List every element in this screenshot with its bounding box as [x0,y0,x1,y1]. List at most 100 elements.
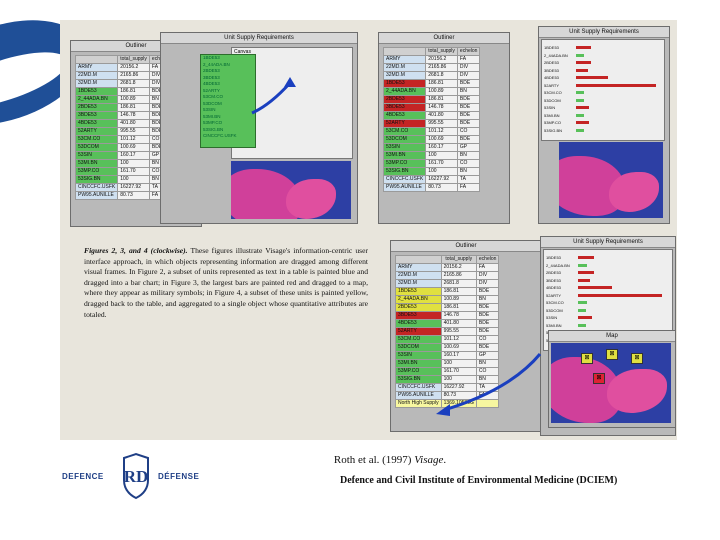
bar[interactable] [576,68,588,72]
table-row[interactable]: 53SIN 160.17 GP [395,351,500,360]
table-row[interactable]: 4BDE53 401.80 BDE [382,111,481,120]
table-row[interactable]: 53MP.CO 161.70 CO [382,159,481,168]
header-name[interactable] [382,47,427,56]
table-row[interactable]: 53CM.CO 101.12 CO [382,127,481,136]
table-row[interactable]: PW95.AUNILLE 80.73 FA [74,191,173,200]
table-row[interactable]: CINCCFC.USFK 16227.92 TA [382,175,481,184]
bar[interactable] [576,113,585,117]
table-row[interactable]: 53SIN 160.17 GP [382,143,481,152]
table-row[interactable]: 2_44ADA.BN 100.89 BN [395,295,500,304]
bar-label: 53MI.BN [544,112,560,118]
table-row[interactable]: 53MI.BN 100 BN [74,159,173,168]
list-item[interactable]: 2_44ADA.BN [203,61,230,67]
list-item[interactable]: 1BDE53 [203,55,220,60]
table-row[interactable]: 4BDE53 401.80 BDE [395,319,500,328]
table-row[interactable]: CINCCFC.USFK 16227.92 TA [395,383,500,392]
bar[interactable] [576,91,585,94]
cell-unit-name: 53CM.CO [382,127,427,136]
table-row[interactable]: 2_44ADA.BN 100.89 BN [382,87,481,96]
table-row[interactable]: ARMY 20156.2 FA [382,55,481,64]
table-row[interactable]: 52ARTY 995.55 BDE [382,119,481,128]
table-row[interactable]: 53MI.BN 100 BN [382,151,481,160]
bar[interactable] [576,128,585,132]
table-row[interactable]: 53SIG.BN 100 BN [74,175,173,184]
citation-authors: Roth et al. (1997) [333,454,415,466]
list-item[interactable]: 53SIN [203,107,216,112]
bar[interactable] [578,323,587,327]
bar[interactable] [576,76,609,79]
table-row[interactable]: 52ARTY 995.55 BDE [74,127,173,136]
table-row[interactable]: 53MP.CO 161.70 CO [395,367,500,376]
table-row[interactable]: 2BDE53 186.81 BDE [395,303,500,312]
list-item[interactable]: 53CM.CO [203,94,224,99]
bar[interactable] [576,106,589,109]
bar[interactable] [578,293,662,297]
bar[interactable] [578,271,594,274]
list-item[interactable]: CINCCFC.USFK [203,133,237,138]
header-name[interactable] [395,255,442,264]
table-row[interactable]: 3BDE53 146.78 BDE [74,111,173,120]
list-item[interactable]: 53MI.BN [203,113,221,119]
list-item[interactable]: 53DCOM [203,100,222,106]
bar[interactable] [576,83,656,87]
header-total-supply[interactable]: total_supply [117,55,150,64]
table-row[interactable]: 1BDE53 186.81 BDE [74,87,173,96]
table-row[interactable]: 53DCOM 100.69 BDE [382,135,481,144]
table-row[interactable]: 2BDE53 186.81 BDE [382,95,481,104]
table-row[interactable]: ARMY 20156.2 FA [74,63,173,72]
table-row[interactable]: 22MD.M 2165.86 DIV [382,63,481,72]
bar[interactable] [578,316,592,319]
header-echelon[interactable]: echelon [456,47,481,56]
table-row[interactable]: 53DCOM 100.69 BDE [74,143,173,152]
list-item[interactable]: 53MP.CO [203,120,223,125]
table-row[interactable]: 32MD.M 2681.8 DIV [74,79,173,88]
table-row[interactable]: 53CM.CO 101.12 CO [74,135,173,144]
list-item[interactable]: 52ARTY [203,87,220,93]
bar[interactable] [578,278,591,282]
bar[interactable] [578,308,587,312]
header-echelon[interactable]: echelon [475,255,500,264]
list-item[interactable]: 2BDE53 [203,68,220,73]
table-row[interactable]: 53CM.CO 101.12 CO [395,335,500,344]
table-row[interactable]: ARMY 20156.2 FA [395,263,500,272]
table-row[interactable]: 53SIG.BN 100 BN [382,167,481,176]
bar[interactable] [576,53,585,57]
bar[interactable] [576,121,589,124]
table-row[interactable]: 4BDE53 401.80 BDE [74,119,173,128]
bar[interactable] [578,263,587,267]
list-item[interactable]: 3BDE53 [203,74,220,80]
bar[interactable] [576,98,585,102]
aggregate-row[interactable]: North High Supply 1369.10530G [395,399,500,408]
bar[interactable] [578,301,587,304]
list-item[interactable]: 4BDE53 [203,81,220,86]
header-name[interactable] [74,55,119,64]
header-total-supply[interactable]: total_supply [425,47,458,56]
table-row[interactable]: 53MP.CO 161.70 CO [74,167,173,176]
bar[interactable] [578,286,612,289]
table-row[interactable]: CINCCFC.USFK 16227.92 TA [74,183,173,192]
bar[interactable] [576,61,591,64]
table-row[interactable]: PW95.AUNILLE 80.73 FA [382,183,481,192]
list-item[interactable]: 53SIG.BN [203,126,224,132]
cell-total-supply: 20156.2 [440,263,477,272]
table-row[interactable]: 32MD.M 2681.8 DIV [395,279,500,288]
table-row[interactable]: 2BDE53 186.81 BDE [74,103,173,112]
table-row[interactable]: 3BDE53 146.78 BDE [395,311,500,320]
table-row[interactable]: 32MD.M 2681.8 DIV [382,71,481,80]
table-row[interactable]: 22MD.M 2165.86 DIV [74,71,173,80]
table-row[interactable]: 2_44ADA.BN 100.89 BN [74,95,173,104]
table-row[interactable]: 3BDE53 146.78 BDE [382,103,481,112]
table-row[interactable]: 53SIN 160.17 GP [74,151,173,160]
bar-label: 53MP.CO [544,120,562,125]
table-row[interactable]: 52ARTY 995.55 BDE [395,327,500,336]
cell-total-supply: 2681.8 [440,279,477,288]
table-row[interactable]: 1BDE53 186.81 BDE [395,287,500,296]
cell-echelon: BN [456,87,481,96]
table-row[interactable]: 53DCOM 100.69 BDE [395,343,500,352]
bar[interactable] [576,46,591,49]
header-total-supply[interactable]: total_supply [440,255,477,264]
table-row[interactable]: 22MD.M 2165.86 DIV [395,271,500,280]
bar-label: 1BDE53 [544,45,559,50]
bar[interactable] [578,256,594,259]
table-row[interactable]: 1BDE53 186.81 BDE [382,79,481,88]
